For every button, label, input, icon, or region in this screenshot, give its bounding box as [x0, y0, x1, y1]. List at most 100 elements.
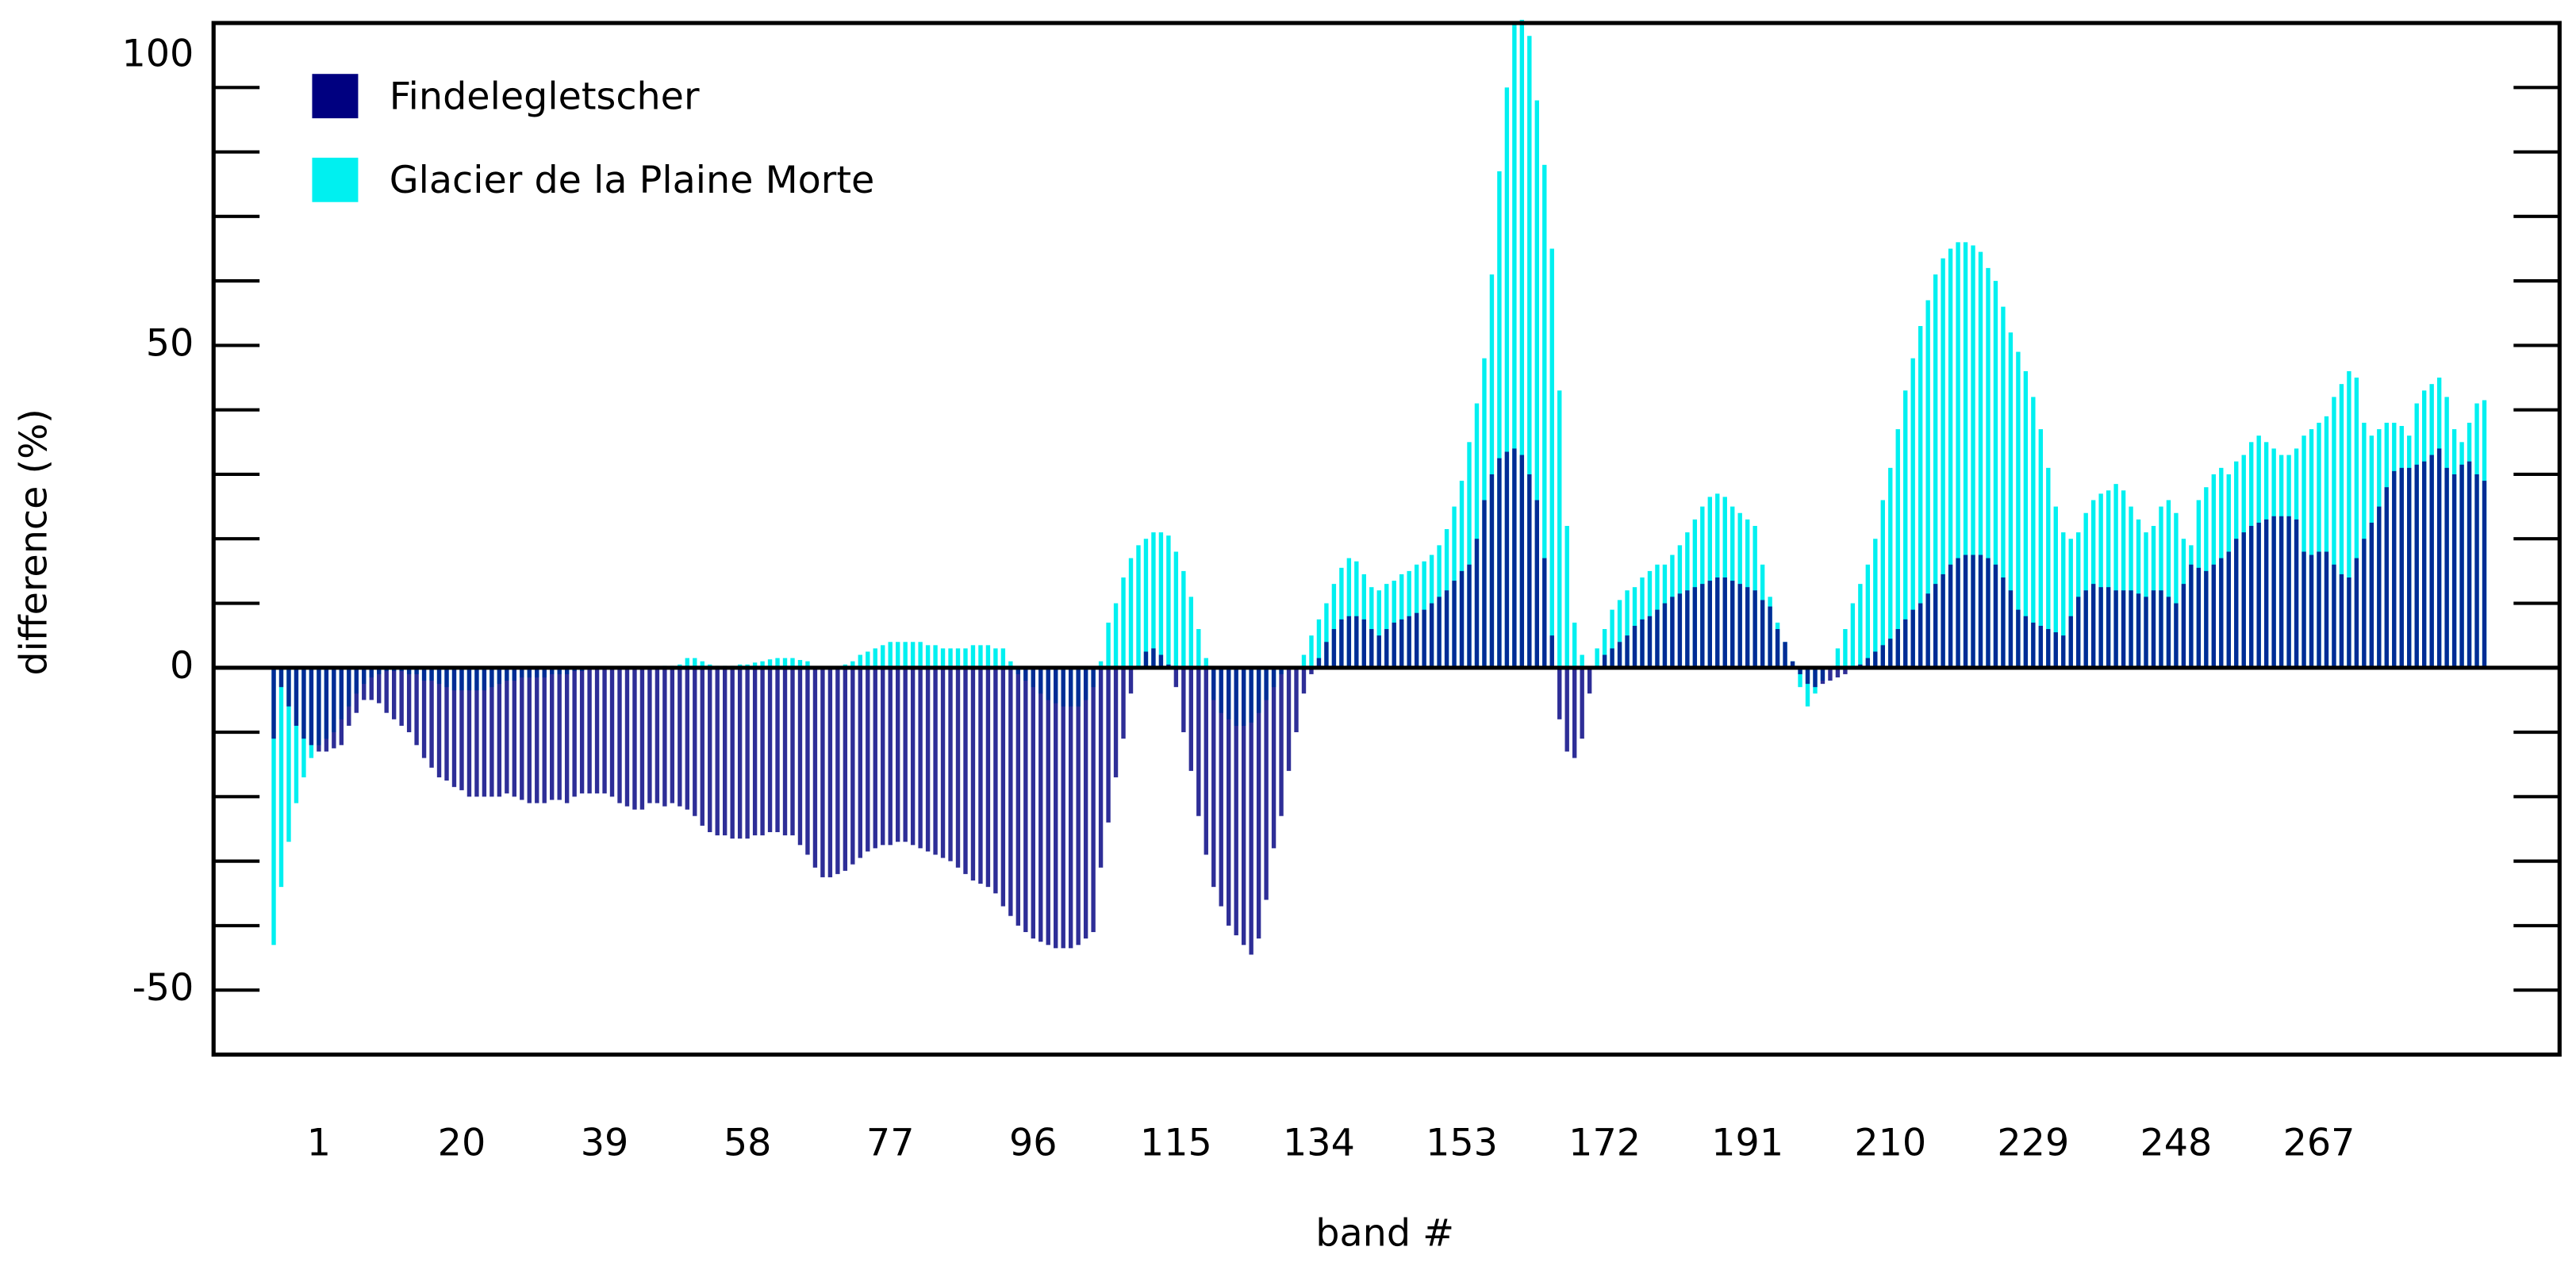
bar	[1324, 642, 1329, 668]
bar	[1963, 554, 1968, 668]
bar	[2023, 616, 2029, 668]
x-axis-label: band #	[1315, 1211, 1454, 1255]
bar	[286, 667, 291, 842]
bar	[805, 661, 810, 668]
bar	[1136, 545, 1141, 668]
bar	[1384, 584, 1389, 668]
bar	[1865, 564, 1871, 668]
bar	[2392, 470, 2397, 668]
bar	[985, 645, 991, 668]
bar	[2083, 590, 2088, 668]
bar	[1264, 667, 1269, 900]
bar	[1113, 603, 1119, 668]
bar	[369, 667, 374, 700]
bar	[910, 667, 916, 846]
y-axis-label: difference (%)	[13, 409, 56, 676]
bar	[1519, 19, 1525, 668]
bar	[347, 667, 351, 726]
bar	[1054, 667, 1058, 949]
bar	[1173, 551, 1179, 668]
bar	[948, 648, 953, 668]
bar	[1549, 248, 1554, 668]
bar	[2008, 590, 2014, 668]
bar	[1595, 648, 1599, 668]
bar	[2121, 590, 2126, 668]
bar	[2332, 397, 2336, 668]
bar	[1993, 564, 1998, 668]
bar	[1564, 525, 1569, 668]
bar	[708, 667, 712, 833]
bar	[317, 667, 321, 752]
bar	[1610, 648, 1614, 668]
bar	[406, 667, 412, 733]
bar	[1083, 667, 1088, 939]
bar	[2106, 587, 2111, 668]
bar	[1339, 619, 1344, 668]
bar	[993, 667, 998, 894]
bar	[1392, 622, 1396, 668]
bar	[888, 667, 893, 846]
bar	[881, 645, 885, 668]
x-tick-label: 248	[2140, 1121, 2212, 1164]
bar	[1301, 654, 1307, 668]
bar	[2347, 577, 2351, 668]
bar	[1038, 667, 1043, 942]
bar	[2339, 384, 2344, 668]
bar	[1204, 658, 1208, 668]
bar	[1121, 667, 1126, 739]
bar	[993, 648, 998, 668]
bar	[873, 667, 877, 849]
bar	[2302, 551, 2306, 668]
bar	[1316, 658, 1322, 668]
bar	[339, 667, 344, 746]
bar	[1316, 619, 1322, 668]
bar	[1572, 667, 1577, 758]
bar	[2317, 422, 2321, 668]
bar	[444, 667, 449, 781]
x-tick-label: 191	[1711, 1121, 1783, 1164]
bar	[978, 645, 983, 668]
bars	[271, 19, 2487, 955]
bar	[609, 667, 615, 797]
bar	[278, 667, 284, 688]
bar	[2196, 567, 2202, 668]
bar	[2023, 370, 2029, 668]
bar	[294, 667, 299, 726]
bar	[1910, 358, 1915, 668]
bar	[933, 667, 938, 855]
bar	[1557, 390, 1562, 668]
bar	[617, 667, 622, 804]
bar	[1227, 667, 1231, 926]
bar	[940, 648, 946, 668]
bar	[1549, 635, 1554, 668]
bar	[1820, 667, 1825, 685]
bar	[2031, 397, 2036, 668]
bar	[685, 667, 689, 810]
bar	[1971, 554, 1975, 668]
bar	[1504, 87, 1510, 668]
bar	[910, 642, 916, 668]
bar	[1542, 558, 1547, 668]
bar	[760, 667, 765, 836]
bar	[1076, 667, 1081, 946]
bar	[466, 667, 472, 797]
bar	[1098, 667, 1104, 868]
bar	[324, 667, 329, 752]
bar	[1437, 597, 1442, 668]
x-tick-label: 115	[1140, 1121, 1212, 1164]
bar	[1000, 667, 1006, 907]
bar	[1910, 609, 1915, 668]
bar	[1188, 667, 1194, 771]
bar	[1587, 667, 1592, 694]
bar	[1151, 648, 1156, 668]
bar	[1369, 587, 1374, 668]
bar	[421, 667, 427, 758]
bar	[2189, 564, 2194, 668]
bar	[294, 667, 299, 804]
bar	[1128, 558, 1134, 668]
bar	[1098, 661, 1104, 668]
bar	[489, 667, 494, 797]
x-tick-label: 134	[1283, 1121, 1355, 1164]
bar	[693, 667, 697, 816]
bar	[1091, 667, 1096, 933]
